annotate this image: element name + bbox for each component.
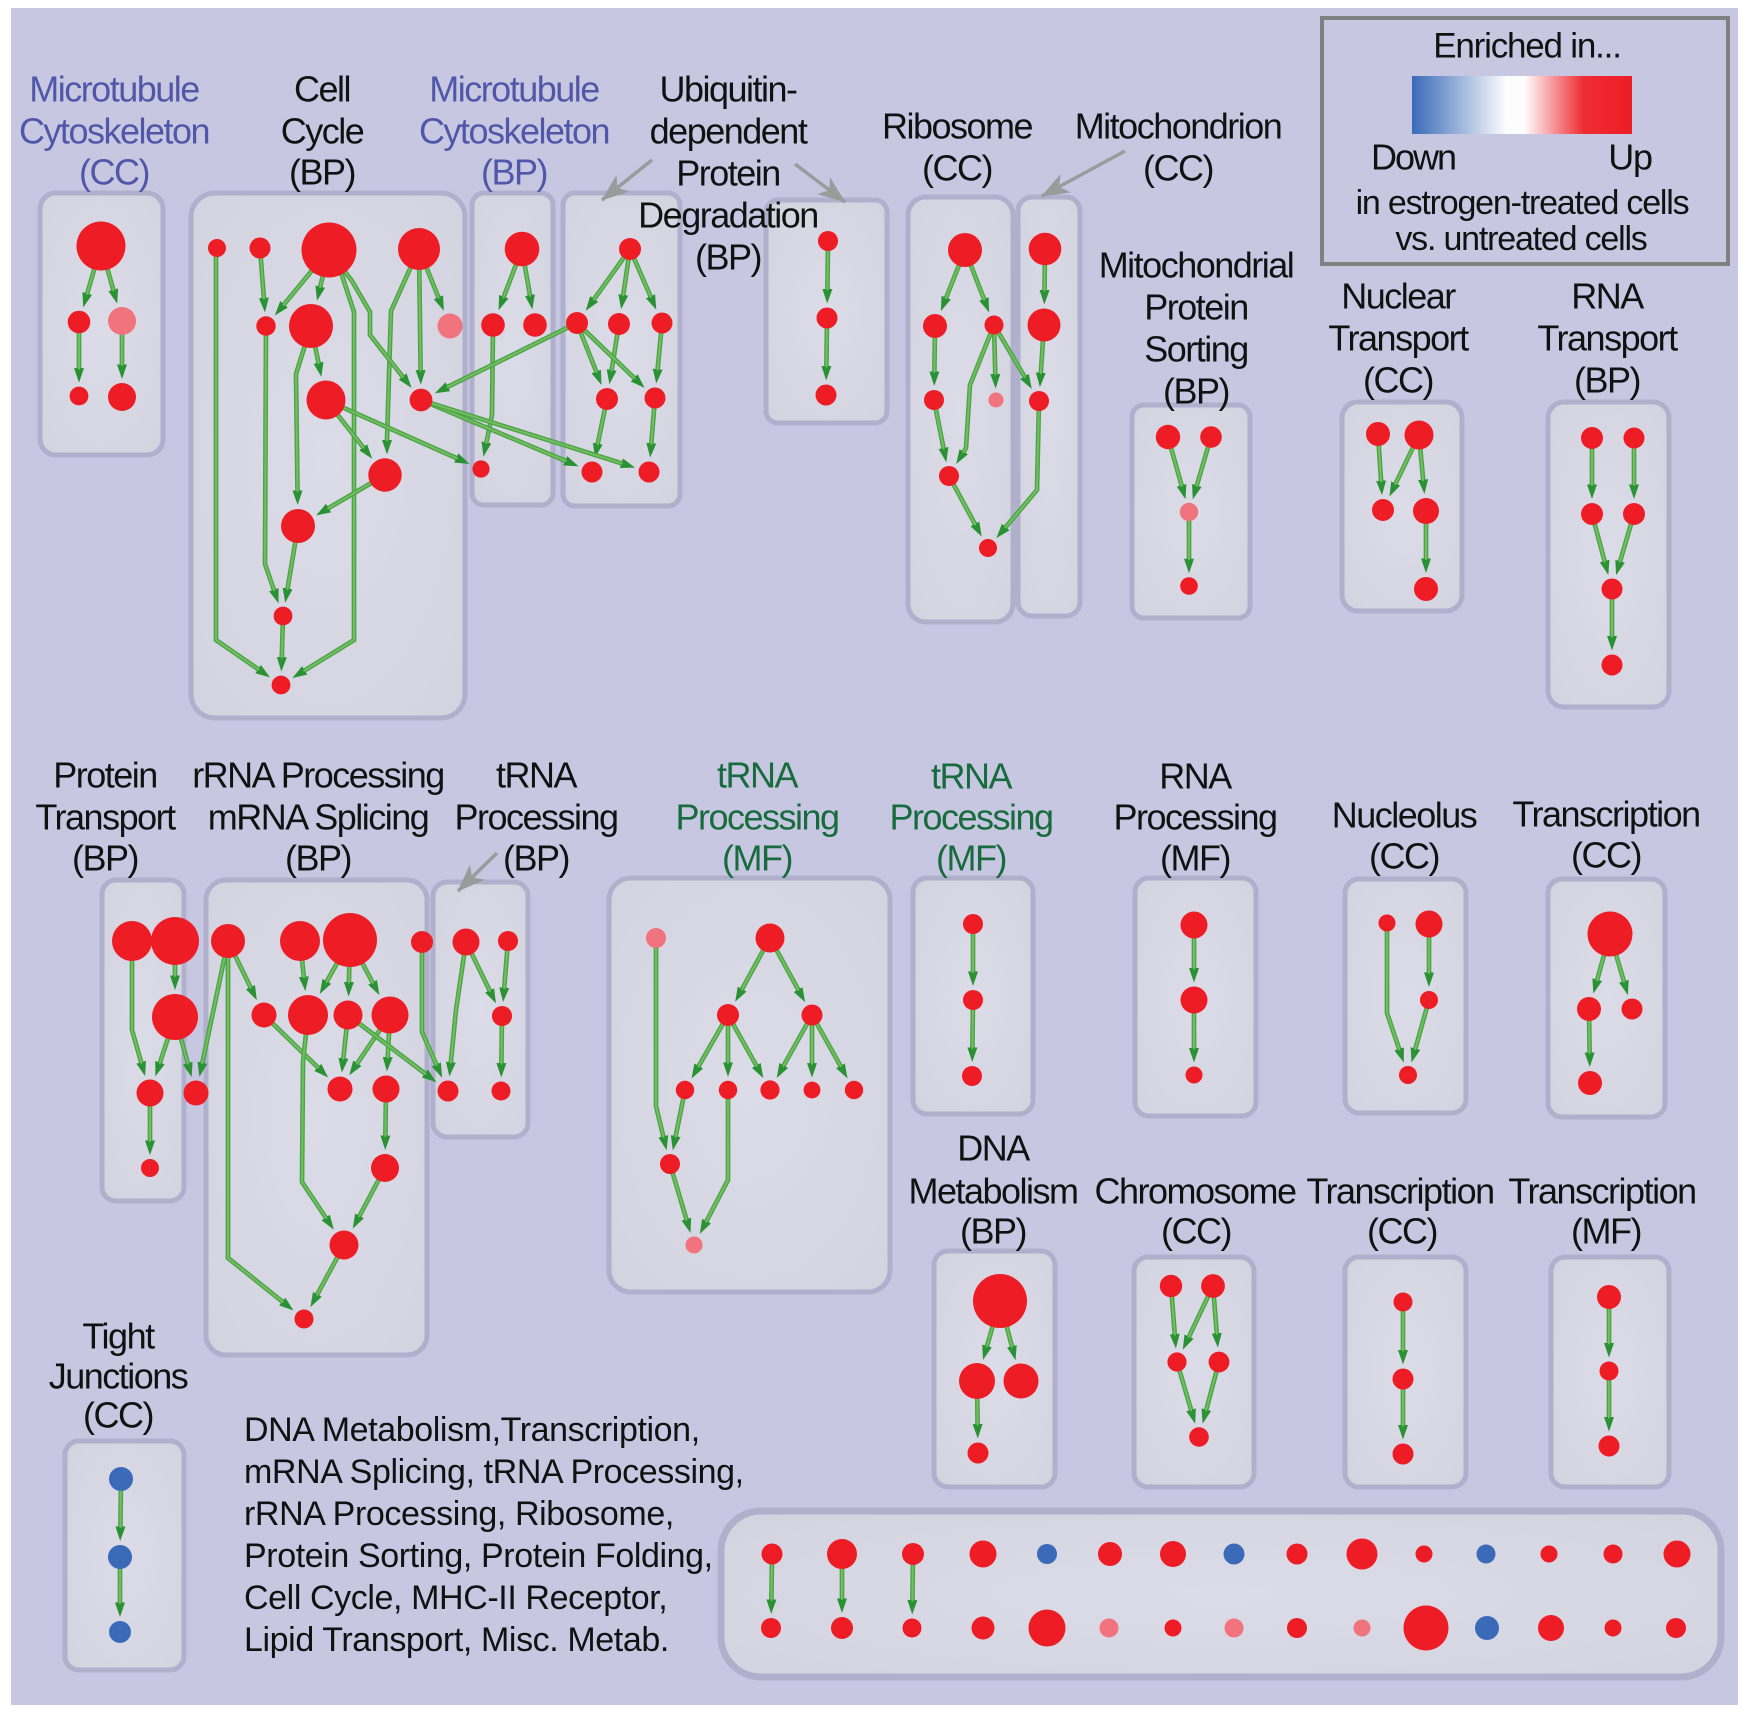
svg-text:tRNA: tRNA — [496, 755, 577, 796]
svg-text:DNA Metabolism,Transcription,: DNA Metabolism,Transcription, — [244, 1411, 700, 1449]
svg-text:Enriched in...: Enriched in... — [1433, 27, 1620, 66]
svg-text:Cycle: Cycle — [281, 111, 364, 152]
svg-text:Transcription: Transcription — [1306, 1171, 1493, 1212]
svg-text:(CC): (CC) — [1571, 835, 1641, 876]
svg-text:(MF): (MF) — [1571, 1211, 1641, 1252]
svg-text:Nuclear: Nuclear — [1341, 276, 1456, 317]
svg-text:Microtubule: Microtubule — [429, 69, 599, 110]
svg-text:mRNA Splicing: mRNA Splicing — [208, 797, 429, 838]
svg-text:Mitochondrion: Mitochondrion — [1075, 106, 1282, 147]
svg-text:(CC): (CC) — [1363, 360, 1433, 401]
svg-text:Tight: Tight — [82, 1316, 155, 1357]
svg-text:Metabolism: Metabolism — [908, 1171, 1077, 1212]
svg-text:vs. untreated cells: vs. untreated cells — [1395, 220, 1646, 258]
svg-text:Protein: Protein — [53, 755, 157, 796]
svg-text:(BP): (BP) — [72, 838, 138, 879]
svg-text:Transport: Transport — [1328, 318, 1469, 359]
svg-text:(CC): (CC) — [922, 148, 992, 189]
svg-text:Up: Up — [1608, 137, 1652, 178]
svg-text:(CC): (CC) — [79, 152, 149, 193]
svg-text:Sorting: Sorting — [1144, 329, 1248, 370]
svg-text:Processing: Processing — [889, 797, 1052, 838]
svg-text:rRNA Processing: rRNA Processing — [192, 755, 444, 796]
svg-text:Mitochondrial: Mitochondrial — [1099, 245, 1294, 286]
svg-text:Transcription: Transcription — [1508, 1171, 1695, 1212]
svg-text:RNA: RNA — [1571, 276, 1644, 317]
svg-text:(BP): (BP) — [503, 838, 569, 879]
svg-text:Protein Sorting, Protein Foldi: Protein Sorting, Protein Folding, — [244, 1537, 713, 1575]
svg-text:(BP): (BP) — [481, 152, 547, 193]
svg-text:in estrogen-treated cells: in estrogen-treated cells — [1356, 184, 1689, 222]
svg-text:(BP): (BP) — [285, 838, 351, 879]
svg-text:(BP): (BP) — [695, 237, 761, 278]
svg-text:(CC): (CC) — [1367, 1211, 1437, 1252]
svg-text:(MF): (MF) — [722, 838, 792, 879]
svg-text:Lipid Transport, Misc. Metab.: Lipid Transport, Misc. Metab. — [244, 1621, 669, 1659]
svg-text:RNA: RNA — [1159, 756, 1232, 797]
svg-text:Transport: Transport — [1537, 318, 1678, 359]
svg-text:(BP): (BP) — [960, 1211, 1026, 1252]
svg-text:dependent: dependent — [650, 111, 808, 152]
svg-text:Degradation: Degradation — [638, 195, 818, 236]
svg-text:(MF): (MF) — [1160, 838, 1230, 879]
svg-text:Down: Down — [1371, 137, 1455, 178]
svg-text:Processing: Processing — [675, 797, 838, 838]
svg-text:(MF): (MF) — [936, 838, 1006, 879]
svg-text:Transport: Transport — [35, 797, 176, 838]
svg-text:(CC): (CC) — [1143, 148, 1213, 189]
svg-text:Ribosome: Ribosome — [882, 106, 1033, 147]
svg-text:(CC): (CC) — [1161, 1211, 1231, 1252]
svg-text:Ubiquitin-: Ubiquitin- — [659, 69, 797, 110]
svg-text:Cytoskeleton: Cytoskeleton — [19, 111, 209, 152]
svg-text:(CC): (CC) — [1369, 836, 1439, 877]
svg-text:Processing: Processing — [454, 797, 617, 838]
svg-text:DNA: DNA — [957, 1128, 1030, 1169]
svg-text:Chromosome: Chromosome — [1094, 1171, 1296, 1212]
svg-text:Protein: Protein — [676, 153, 780, 194]
svg-text:Transcription: Transcription — [1512, 794, 1699, 835]
svg-text:Nucleolus: Nucleolus — [1332, 795, 1477, 836]
svg-text:Microtubule: Microtubule — [29, 69, 199, 110]
svg-text:(BP): (BP) — [1574, 360, 1640, 401]
svg-text:tRNA: tRNA — [931, 756, 1012, 797]
svg-text:(CC): (CC) — [83, 1395, 153, 1436]
svg-text:Cell: Cell — [294, 69, 350, 110]
svg-text:Protein: Protein — [1144, 287, 1248, 328]
svg-text:(BP): (BP) — [289, 152, 355, 193]
svg-text:mRNA Splicing, tRNA Processing: mRNA Splicing, tRNA Processing, — [244, 1453, 744, 1491]
svg-text:Cytoskeleton: Cytoskeleton — [419, 111, 609, 152]
svg-text:Processing: Processing — [1113, 797, 1276, 838]
svg-text:rRNA Processing, Ribosome,: rRNA Processing, Ribosome, — [244, 1495, 674, 1533]
svg-text:Junctions: Junctions — [49, 1356, 188, 1397]
svg-text:(BP): (BP) — [1163, 371, 1229, 412]
svg-text:tRNA: tRNA — [717, 755, 798, 796]
svg-text:Cell Cycle, MHC-II Receptor,: Cell Cycle, MHC-II Receptor, — [244, 1579, 667, 1617]
